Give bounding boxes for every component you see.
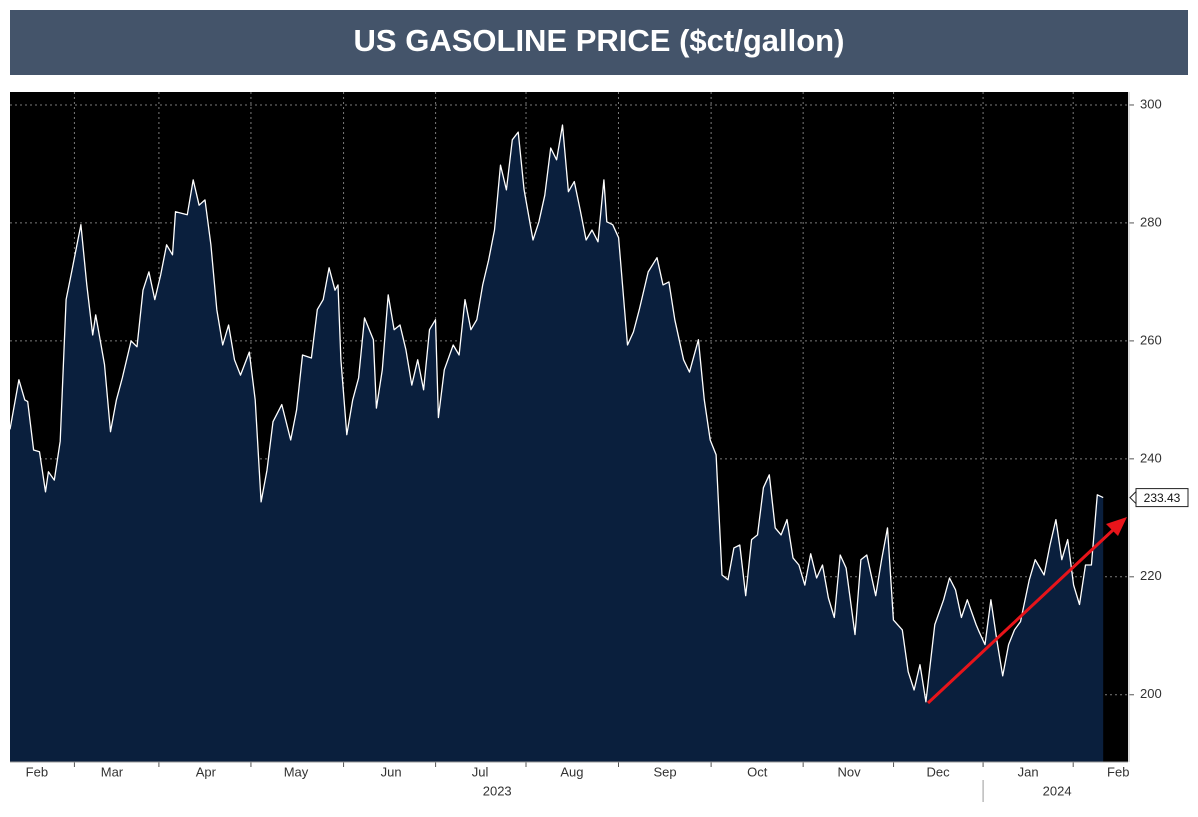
axes: 200 220 240 260 280 300 Feb Mar Apr May Jun Jul Aug S…	[10, 92, 1189, 802]
x-tick-label: Jan	[1018, 764, 1039, 779]
x-tick-label: Oct	[747, 764, 768, 779]
x-tick-label: Mar	[101, 764, 124, 779]
year-label: 2023	[483, 783, 512, 798]
last-value-pointer	[1129, 490, 1137, 505]
area	[10, 125, 1104, 762]
x-tick-label: May	[284, 764, 309, 779]
x-tick-label: Sep	[653, 764, 676, 779]
last-value-label: 233.43	[1144, 491, 1181, 505]
data-layer	[9, 124, 1104, 762]
y-tick-label: 260	[1140, 332, 1162, 347]
y-tick-label: 200	[1140, 686, 1162, 701]
trend-arrow	[926, 517, 1127, 705]
arrow-shaft	[926, 528, 1115, 705]
x-tick-label: Dec	[926, 764, 950, 779]
y-tick-label: 300	[1140, 96, 1162, 111]
title-banner	[10, 10, 1188, 75]
x-tick-label: Apr	[196, 764, 217, 779]
x-tick-label: Jul	[472, 764, 489, 779]
arrow-head	[1106, 517, 1127, 536]
x-tick-label: Aug	[560, 764, 583, 779]
x-tick-label: Nov	[838, 764, 862, 779]
x-tick-label: Feb	[1107, 764, 1129, 779]
line	[9, 124, 1104, 703]
y-tick-label: 280	[1140, 214, 1162, 229]
year-label: 2024	[1043, 783, 1072, 798]
last-value-box	[1135, 488, 1189, 508]
x-tick-label: Feb	[26, 764, 48, 779]
y-tick-label: 220	[1140, 568, 1162, 583]
chart-title: US GASOLINE PRICE ($ct/gallon)	[354, 23, 845, 58]
x-tick-label: Jun	[381, 764, 402, 779]
y-tick-label: 240	[1140, 450, 1162, 465]
